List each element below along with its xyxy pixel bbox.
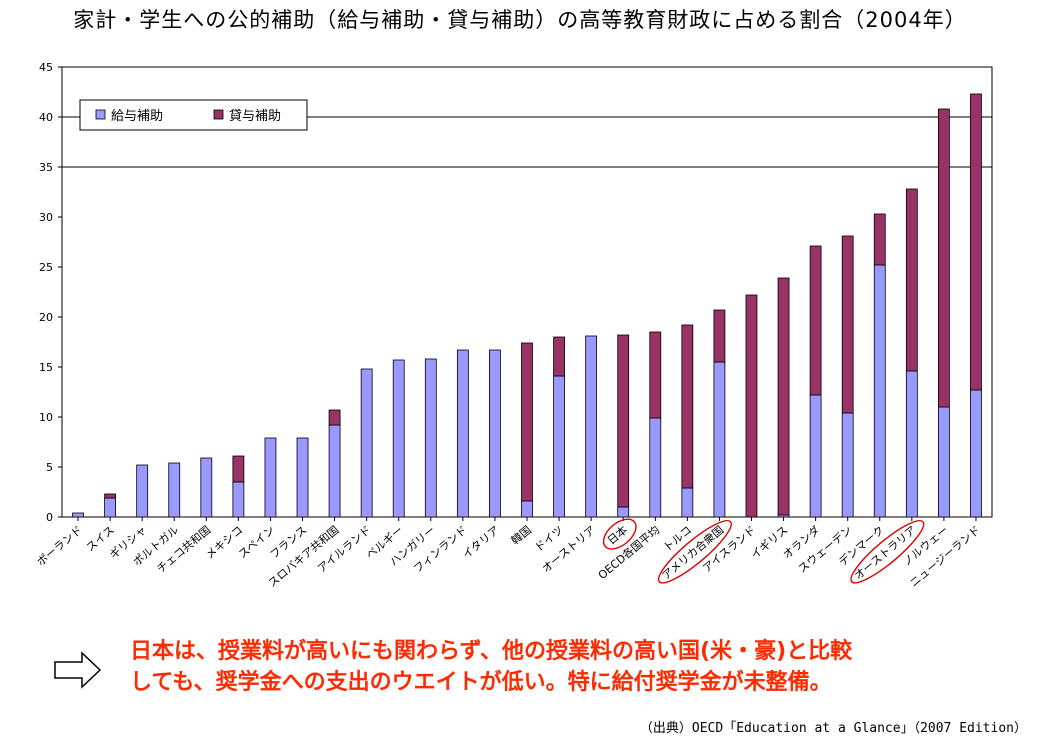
x-tick-label: イタリア (460, 523, 502, 561)
y-tick-label: 5 (46, 461, 53, 474)
bar-kyuyo (200, 457, 213, 518)
bar-kyuyo (136, 464, 149, 518)
bar-kyuyo (360, 368, 373, 518)
legend-box (79, 99, 308, 131)
bar-taiyo (841, 235, 854, 414)
bar-kyuyo (456, 349, 469, 518)
bar-kyuyo (328, 424, 341, 518)
y-tick-label: 0 (46, 511, 53, 524)
legend-label-taiyo: 貸与補助 (229, 108, 281, 124)
y-tick-label: 45 (39, 61, 53, 74)
bar-kyuyo (553, 375, 565, 518)
y-tick-label: 40 (39, 111, 53, 124)
bar-kyuyo (296, 437, 309, 518)
bar-kyuyo (392, 359, 405, 518)
x-tick-label: ポーランド (34, 523, 84, 568)
bar-kyuyo (937, 406, 950, 518)
note-line-2: しても、奨学金への支出のウエイトが低い。特に給付奨学金が未整備。 (130, 670, 832, 695)
bar-kyuyo (72, 512, 84, 518)
bar-taiyo (905, 188, 918, 372)
bar-kyuyo (809, 394, 822, 518)
source-citation: （出典）OECD「Education at a Glance」（2007 Edi… (639, 721, 1027, 736)
bar-taiyo (104, 493, 117, 499)
bar-kyuyo (841, 412, 854, 518)
bar-taiyo (328, 409, 341, 426)
bar-kyuyo (521, 500, 533, 518)
bar-taiyo (809, 245, 822, 396)
bar-taiyo (617, 334, 630, 508)
legend-swatch-taiyo (213, 109, 224, 120)
bar-taiyo (521, 342, 533, 502)
legend-label-kyuyo: 給与補助 (111, 109, 163, 124)
legend: 給与補助 貸与補助 (79, 99, 308, 131)
x-tick-label: 韓国 (509, 523, 534, 547)
bar-kyuyo (681, 487, 694, 518)
y-tick-label: 30 (39, 211, 53, 224)
bar-kyuyo (489, 349, 501, 518)
highlight-ring (850, 519, 925, 584)
highlight-ring (602, 518, 637, 550)
bar-kyuyo (713, 361, 726, 518)
bar-taiyo (713, 309, 726, 363)
bar-taiyo (970, 93, 982, 391)
bar-kyuyo (649, 417, 662, 518)
chart-title: 家計・学生への公的補助（給与補助・貸与補助）の高等教育財政に占める割合（2004… (73, 8, 967, 32)
y-tick-label: 25 (39, 261, 53, 274)
bar-kyuyo (905, 370, 918, 518)
bar-kyuyo (873, 264, 886, 518)
y-tick-label: 35 (39, 161, 53, 174)
note-line-1: 日本は、授業料が高いにも関わらず、他の授業料の高い国(米・豪)と比較 (130, 639, 853, 664)
y-tick-label: 20 (39, 311, 53, 324)
bar-kyuyo (168, 462, 181, 518)
arrow-right-icon (54, 651, 102, 689)
x-tick-label: スウェーデン (795, 523, 855, 576)
note-text: 日本は、授業料が高いにも関わらず、他の授業料の高い国(米・豪)と比較 しても、奨… (130, 636, 852, 698)
bar-taiyo (649, 331, 662, 419)
bar-taiyo (777, 277, 790, 516)
bar-taiyo (232, 455, 245, 483)
bar-chart: 051015202530354045ポーランドスイスギリシャポルトガルチェコ共和… (34, 61, 993, 590)
legend-swatch-kyuyo (95, 109, 106, 120)
bar-kyuyo (617, 506, 630, 518)
y-tick-label: 15 (39, 361, 53, 374)
bar-kyuyo (585, 335, 598, 518)
highlight-ring (657, 519, 732, 584)
bar-kyuyo (104, 497, 117, 518)
bar-kyuyo (424, 358, 437, 518)
bar-taiyo (745, 294, 758, 518)
bar-taiyo (681, 324, 694, 489)
bar-taiyo (553, 336, 565, 377)
bar-kyuyo (970, 389, 982, 518)
x-tick-label: OECD各国平均 (595, 523, 662, 582)
bar-taiyo (873, 213, 886, 266)
bar-kyuyo (232, 481, 245, 518)
bar-kyuyo (264, 437, 277, 518)
bar-taiyo (937, 108, 950, 408)
y-tick-label: 10 (39, 411, 53, 424)
